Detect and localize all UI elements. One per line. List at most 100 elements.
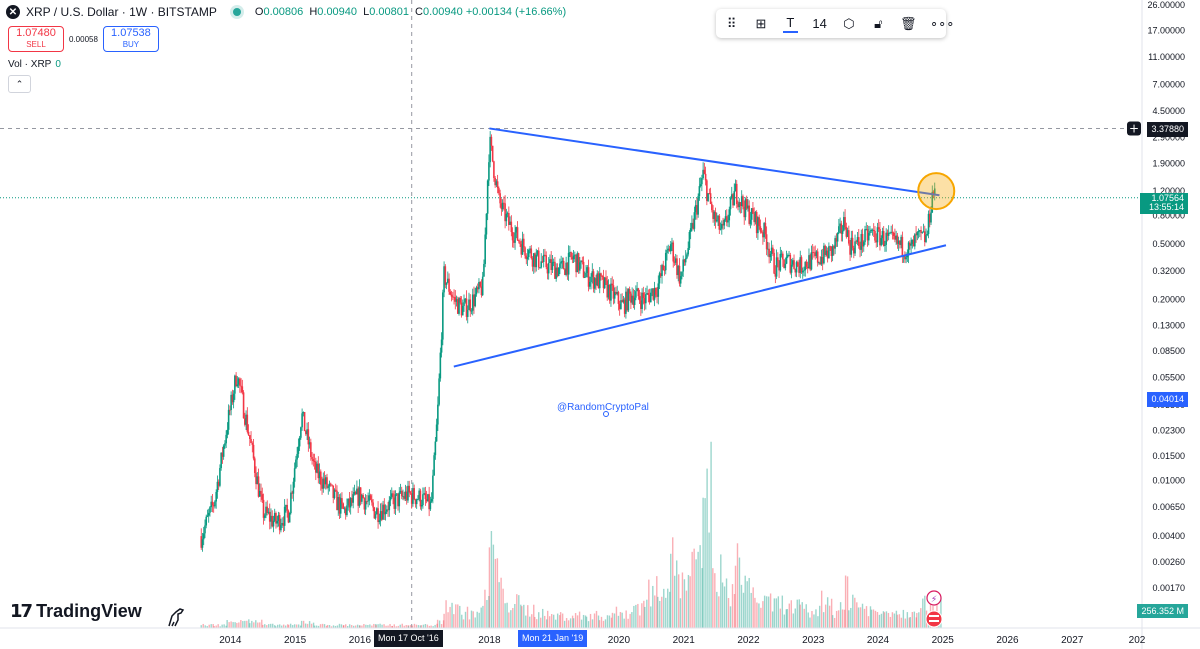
volume-bar	[342, 625, 345, 628]
volume-bar	[706, 468, 708, 628]
candle	[886, 232, 889, 236]
candle	[682, 259, 684, 272]
volume-bar	[264, 624, 266, 628]
candle	[803, 270, 805, 272]
volume-bar	[244, 620, 246, 628]
candle	[845, 226, 848, 237]
candle	[332, 485, 335, 498]
candle	[460, 302, 463, 316]
candle	[636, 288, 638, 292]
candle	[542, 254, 545, 263]
candle	[381, 511, 383, 520]
volume-bar	[769, 593, 772, 628]
volume-bar	[405, 625, 407, 628]
trash-icon[interactable]: 🗑︎	[899, 15, 917, 31]
symbol-title[interactable]: XRP / U.S. Dollar · 1W · BITSTAMP	[26, 5, 217, 19]
candle	[522, 238, 525, 248]
volume-legend[interactable]: Vol · XRP 0	[8, 59, 61, 70]
volume-bar	[798, 599, 800, 628]
candle	[720, 223, 723, 229]
volume-bar	[312, 622, 315, 628]
y-tick-label: 0.01000	[1152, 476, 1185, 486]
font-size-select[interactable]: 14	[812, 16, 827, 31]
volume-bar	[843, 609, 846, 628]
tradingview-logo[interactable]: 𝟭𝟳 TradingView	[10, 601, 142, 621]
candle	[439, 352, 442, 379]
volume-bar	[597, 615, 600, 628]
candle	[399, 490, 402, 493]
volume-bar	[830, 598, 833, 628]
candle	[645, 294, 647, 304]
candle	[627, 289, 630, 311]
buy-button[interactable]: 1.07538 BUY	[102, 26, 159, 52]
volume-bar	[906, 612, 909, 628]
volume-bar	[373, 623, 375, 628]
candle	[344, 508, 347, 515]
more-icon[interactable]: ∘∘∘	[929, 15, 955, 31]
x-tick-label: 2027	[1061, 635, 1084, 646]
volume-bar	[498, 582, 500, 628]
sell-button[interactable]: 1.07480 SELL	[8, 26, 64, 52]
y-tick-label: 0.32000	[1152, 266, 1185, 276]
candle	[712, 210, 714, 219]
volume-bar	[777, 596, 780, 628]
volume-bar	[613, 613, 616, 628]
drag-handle-icon[interactable]: ⠿	[726, 15, 737, 31]
volume-bar	[278, 624, 281, 628]
volume-bar	[697, 551, 699, 628]
volume-bar	[428, 625, 431, 628]
y-tick-label: 17.00000	[1147, 26, 1185, 36]
lock-icon[interactable]: 🔓︎	[874, 15, 883, 31]
candle	[579, 262, 581, 271]
author-watermark[interactable]: @RandomCryptoPal	[557, 402, 649, 413]
volume-bar	[381, 624, 383, 628]
candle	[779, 253, 782, 271]
candle	[310, 442, 312, 457]
candle	[669, 244, 672, 252]
candle	[880, 238, 883, 246]
volume-bar	[661, 596, 663, 628]
y-tick-label: 0.00400	[1152, 531, 1185, 541]
volume-bar	[397, 625, 399, 628]
candle	[713, 211, 716, 219]
text-color-icon[interactable]: T	[782, 15, 798, 33]
candle	[702, 169, 704, 179]
candle	[333, 489, 336, 498]
candle	[588, 281, 591, 287]
candle	[327, 486, 330, 488]
candle	[290, 492, 292, 514]
candle	[914, 234, 916, 247]
candle	[864, 229, 866, 243]
candle	[448, 278, 450, 292]
candle	[729, 198, 732, 210]
volume-bar	[531, 614, 533, 628]
candle	[697, 196, 699, 215]
candle	[900, 236, 902, 245]
volume-bar	[415, 624, 418, 628]
candle	[466, 309, 469, 317]
volume-bar	[558, 615, 561, 628]
volume-bar	[833, 617, 836, 628]
candle	[582, 261, 585, 278]
collapse-legend-button[interactable]: ⌃	[8, 75, 31, 93]
volume-bar	[436, 619, 439, 628]
volume-bar	[282, 624, 285, 628]
candle	[672, 242, 675, 262]
candle	[221, 452, 224, 457]
settings-icon[interactable]: ⬡	[843, 15, 855, 31]
volume-bar	[478, 612, 480, 628]
volume-bar	[818, 605, 821, 628]
candle	[622, 299, 625, 303]
event-icons[interactable]: ⚡	[924, 589, 944, 631]
dino-icon[interactable]	[166, 606, 186, 628]
template-icon[interactable]: ⊞	[755, 15, 767, 31]
candle	[912, 239, 915, 247]
volume-bar	[422, 624, 425, 628]
volume-bar	[687, 574, 690, 628]
candle	[831, 246, 834, 256]
volume-bar	[604, 619, 607, 628]
candle	[698, 186, 701, 197]
candle	[398, 492, 401, 507]
candle	[470, 310, 473, 312]
